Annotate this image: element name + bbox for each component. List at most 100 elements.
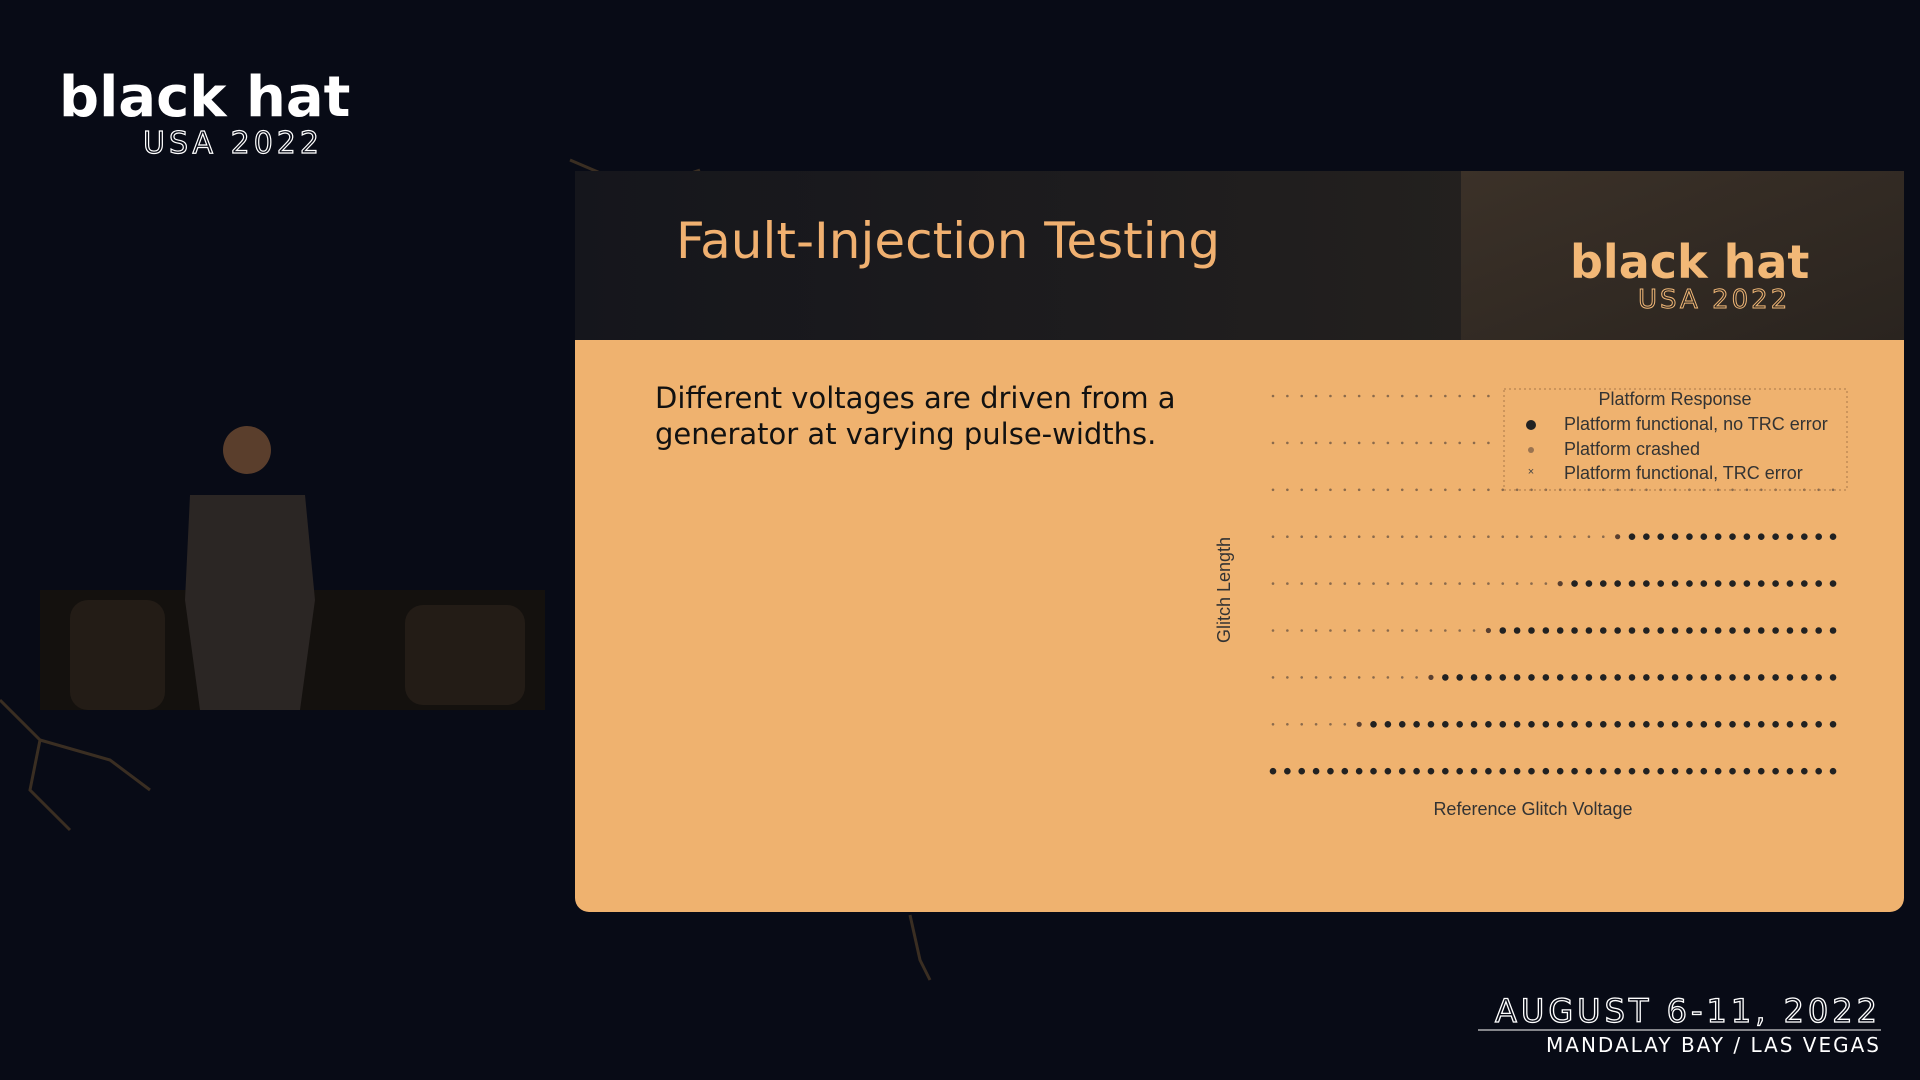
grid-dot [1386,394,1390,398]
grid-dot [1571,721,1578,728]
grid-dot [1815,533,1822,540]
grid-dot [1470,674,1478,681]
grid-dot [1743,674,1751,681]
grid-dot [1614,721,1621,728]
grid-dot [1714,580,1722,587]
grid-dot [1472,535,1476,538]
grid-dot [1386,582,1390,585]
grid-dot [1329,441,1332,445]
grid-dot [1300,629,1304,632]
slide-title: Fault-Injection Testing [676,212,1220,270]
grid-dot [1515,488,1519,492]
brand-edition: USA 2022 [143,126,323,161]
grid-dot [1515,535,1519,538]
grid-dot [1801,533,1808,540]
grid-dot [1616,488,1619,492]
grid-dot [1657,533,1665,540]
grid-dot [1429,629,1433,632]
grid-dot [1815,627,1822,634]
grid-dot [1671,721,1679,728]
grid-dot [1743,627,1751,634]
grid-dot [1314,535,1318,538]
grid-dot [1442,721,1449,728]
grid-dot [1487,535,1490,538]
grid-dot [1458,535,1461,538]
grid-dot [1458,394,1461,398]
grid-dot [1271,582,1275,585]
grid-dot [1731,488,1734,492]
grid-dot [1501,535,1505,538]
grid-dot [1329,582,1332,585]
grid-dot [1357,676,1361,679]
grid-dot [1271,629,1275,632]
grid-dot [1444,488,1447,492]
grid-dot [1314,582,1318,585]
grid-dot [1643,580,1650,587]
grid-dot [1700,627,1708,634]
grid-dot [1501,582,1505,585]
grid-dot [1772,674,1779,681]
grid-dot [1487,441,1490,445]
grid-dot [1357,629,1361,632]
speaker-head [223,426,271,474]
grid-dot [1686,721,1693,728]
grid-dot [1815,721,1822,728]
grid-dot [1657,580,1665,587]
grid-dot [1314,676,1318,679]
grid-dot [1472,629,1476,632]
grid-dot [1429,535,1433,538]
grid-dot [1571,580,1578,587]
grid-dot [1686,627,1693,634]
grid-dot [1499,627,1507,634]
grid-dot [1628,767,1636,775]
grid-dot [1458,629,1461,632]
grid-dot [1528,627,1535,634]
grid-dot [1415,535,1418,538]
grid-dot [1585,627,1593,634]
grid-dot [1628,721,1636,728]
grid-dot [1571,627,1578,634]
response-grid [1269,394,1837,775]
grid-dot [1372,441,1375,445]
grid-dot [1400,488,1404,492]
grid-dot [1485,674,1492,681]
grid-dot [1400,582,1404,585]
grid-dot [1456,767,1463,775]
grid-dot [1370,767,1377,775]
grid-dot [1343,535,1347,538]
grid-dot [1599,721,1607,728]
grid-dot [1458,488,1461,492]
legend-entry: Platform crashed [1564,439,1700,459]
grid-dot [1372,676,1375,679]
grid-dot [1556,674,1564,681]
grid-dot [1499,767,1507,775]
grid-dot [1556,767,1564,775]
grid-dot [1829,533,1837,540]
grid-dot [1384,721,1392,728]
grid-dot [1329,488,1332,492]
grid-dot [1829,721,1837,728]
grid-dot [1542,674,1550,681]
grid-dot [1686,533,1693,540]
grid-dot [1686,767,1693,775]
legend-marker [1528,447,1534,453]
body-line: Different voltages are driven from a [655,381,1176,415]
grid-dot [1743,580,1751,587]
grid-dot [1312,767,1320,775]
grid-dot [1343,676,1347,679]
grid-dot [1400,535,1404,538]
grid-dot [1429,394,1433,398]
grid-dot [1786,533,1794,540]
grid-dot [1271,394,1275,398]
grid-dot [1542,721,1550,728]
grid-dot [1329,535,1332,538]
legend-title: Platform Response [1598,389,1751,409]
grid-dot [1700,767,1708,775]
grid-dot [1573,535,1576,538]
grid-dot [1487,394,1490,398]
grid-dot [1286,394,1289,398]
grid-dot [1614,674,1621,681]
grid-dot [1829,767,1837,775]
grid-dot [1271,488,1275,492]
